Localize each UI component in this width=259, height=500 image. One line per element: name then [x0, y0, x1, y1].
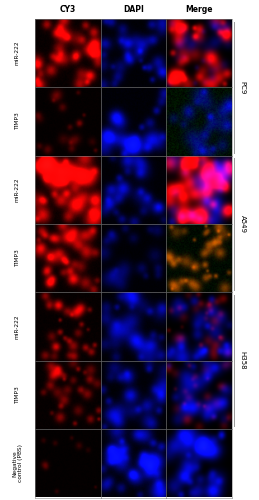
Text: PC9: PC9 [240, 80, 246, 94]
Text: miR-222: miR-222 [15, 314, 20, 339]
Text: TIMP3: TIMP3 [15, 386, 20, 404]
Text: TIMP3: TIMP3 [15, 112, 20, 130]
Text: miR-222: miR-222 [15, 41, 20, 66]
Text: H358: H358 [240, 352, 246, 370]
Text: Negative
control (PBS): Negative control (PBS) [12, 444, 23, 482]
Text: CY3: CY3 [60, 5, 76, 14]
Text: A549: A549 [240, 215, 246, 233]
Text: Merge: Merge [185, 5, 213, 14]
Text: DAPI: DAPI [123, 5, 144, 14]
Text: TIMP3: TIMP3 [15, 250, 20, 267]
Text: miR-222: miR-222 [15, 178, 20, 202]
